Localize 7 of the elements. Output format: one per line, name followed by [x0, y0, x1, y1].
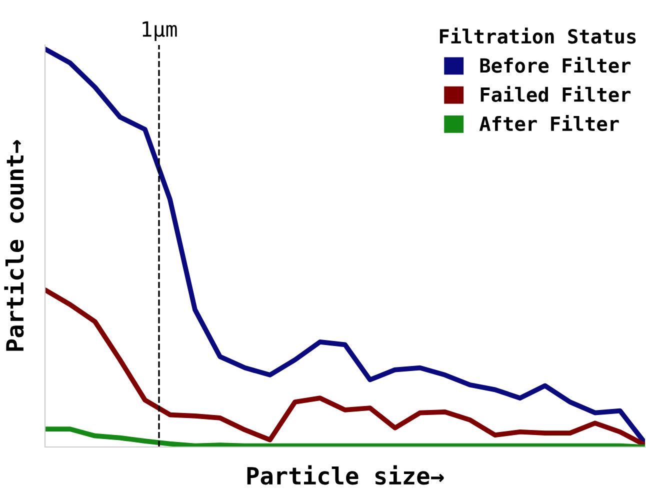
- text: 1μm: [142, 21, 177, 41]
- legend-label: After Filter: [479, 115, 619, 132]
- legend-label: Before Filter: [480, 56, 631, 73]
- legend-title: Filtration Status: [440, 28, 636, 44]
- legend-label: Failed Filter: [480, 86, 631, 102]
- x-axis-title: Particle size→: [247, 465, 444, 485]
- y-axis-title: Particle count→: [4, 140, 24, 351]
